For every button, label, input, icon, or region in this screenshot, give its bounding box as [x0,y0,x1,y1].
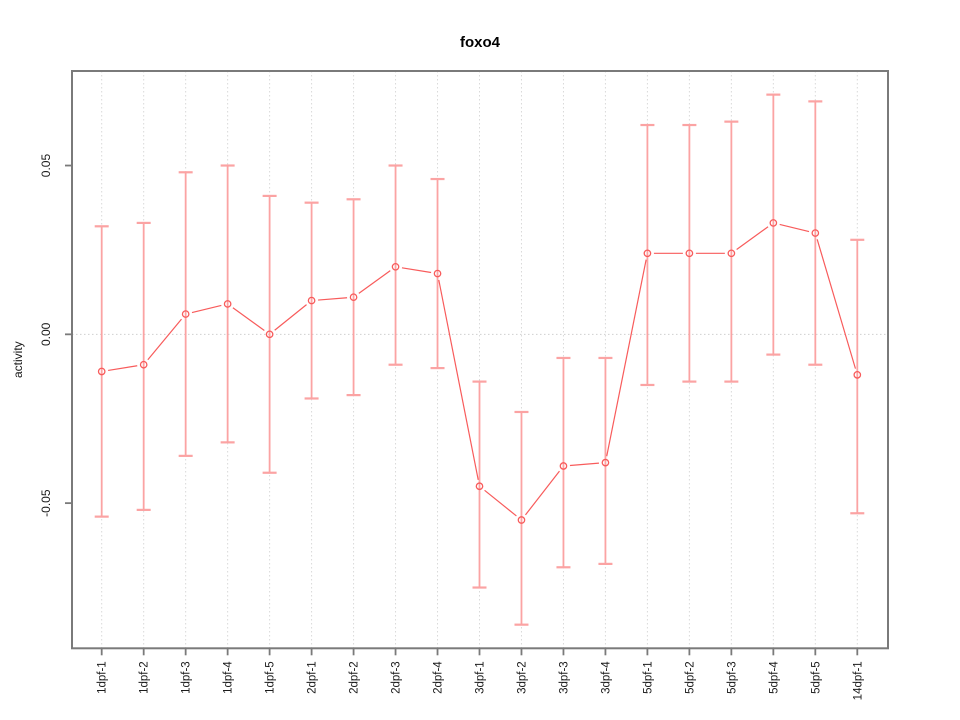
y-tick-label: -0.05 [39,489,53,517]
data-point [853,370,862,379]
x-tick-label: 3dpf-4 [600,661,612,694]
series-line-segment [736,226,769,250]
series-line-segment [274,304,307,331]
series-line-segment [147,318,182,361]
x-tick-label: 1dpf-4 [223,661,235,694]
series-line-segment [358,270,391,294]
data-series-layer [94,93,865,626]
series-line-segment [484,489,517,517]
series-line-segment [108,365,138,372]
chart-title: foxo4 [460,34,501,51]
x-tick-label: 2dpf-3 [391,661,403,694]
data-point [433,269,442,278]
x-tick-label: 5dpf-4 [768,661,780,694]
y-tick-label: 0.00 [39,322,53,346]
x-tick-label: 2dpf-2 [349,661,361,694]
data-point [391,262,400,271]
x-tick-label: 5dpf-5 [810,661,822,694]
data-point [475,482,484,491]
x-tick-label: 1dpf-2 [139,661,151,694]
series-line-segment [779,223,810,233]
data-point [685,249,694,258]
labels-layer: foxo4 activity 0.05 0.00 -0.05 1dpf-1 1dpf-2… [11,34,864,700]
data-point [181,310,190,318]
x-tick-label: 2dpf-1 [307,661,319,694]
data-point [811,229,820,237]
data-point [139,360,148,369]
data-point [97,367,106,376]
data-point [349,293,358,302]
x-tick-label: 1dpf-3 [181,661,193,694]
y-tick-label: 0.05 [39,154,53,178]
series-line-segment [232,307,265,332]
x-tick-label: 14dpf-1 [852,661,864,700]
data-point [643,249,652,258]
x-tick-label: 5dpf-1 [642,661,654,694]
series-line-segment [569,462,600,467]
data-point [727,249,736,258]
data-point [769,219,778,227]
series-line-segment [401,267,432,274]
series-line-segment [524,470,560,516]
data-point [265,330,274,339]
data-point [517,516,526,524]
y-axis-title: activity [11,341,25,378]
series-line-segment [438,279,479,480]
x-tick-label: 1dpf-5 [265,661,277,694]
x-tick-label: 1dpf-1 [97,661,109,694]
series-line-segment [816,239,857,369]
data-point [223,300,232,308]
data-point [307,296,316,305]
x-tick-label: 5dpf-3 [726,661,738,694]
series-line-segment [318,297,348,301]
x-tick-label: 3dpf-3 [558,661,570,694]
data-point [559,462,568,470]
x-tick-label: 2dpf-4 [433,661,445,694]
data-point [601,458,610,467]
x-tick-label: 3dpf-2 [516,661,528,694]
series-line-segment [191,304,222,314]
x-tick-label: 5dpf-2 [684,661,696,694]
series-line-segment [606,259,647,457]
x-tick-label: 3dpf-1 [475,661,487,694]
axes-layer [65,70,889,656]
